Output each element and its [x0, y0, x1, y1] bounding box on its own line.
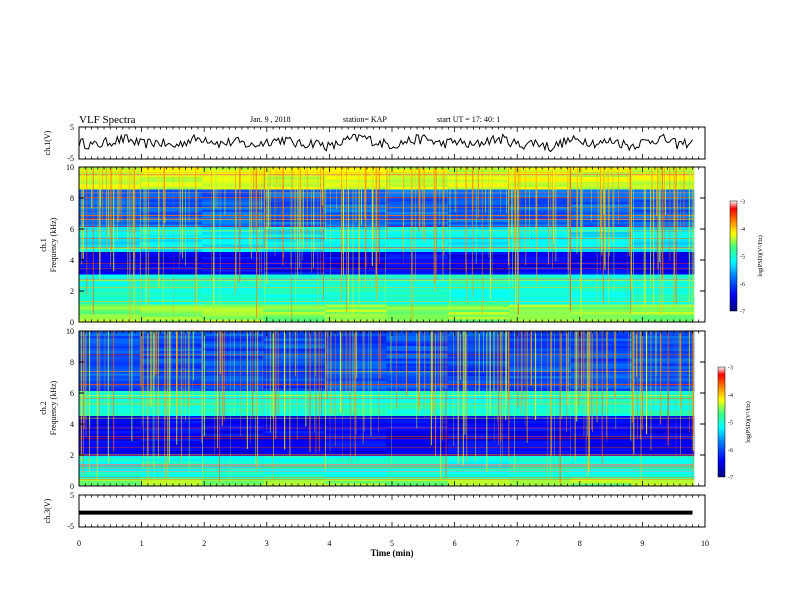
ch3-waveform-ylabel: ch.3(V) [43, 498, 52, 523]
colorbar-tick-label: -5 [728, 421, 733, 427]
freq-tick-label: 2 [70, 287, 74, 296]
ch3-waveform-panel: 5 -5 ch.3(V) [43, 491, 706, 531]
time-tick-label: 7 [515, 539, 519, 548]
time-axis: 0 1 2 3 4 5 6 7 8 9 10 [77, 127, 709, 548]
freq-tick-label: 8 [70, 194, 74, 203]
time-tick-label: 3 [265, 539, 269, 548]
freq-tick-label: 8 [70, 358, 74, 367]
ch1-ytick-top: 5 [70, 123, 74, 132]
ch3-ytick-bottom: -5 [67, 522, 74, 531]
time-tick-label: 4 [327, 539, 331, 548]
ch1-colorbar [729, 200, 738, 312]
header-start-time: start UT = 17: 40: 1 [437, 115, 500, 124]
colorbar-tick-label: -6 [728, 448, 733, 454]
freq-tick-label: 4 [70, 256, 74, 265]
ch1-waveform-panel: 5 -5 ch.1(V) [43, 123, 706, 163]
freq-tick-label: 4 [70, 420, 74, 429]
freq-tick-label: 0 [70, 318, 74, 327]
time-tick-label: 2 [202, 539, 206, 548]
colorbar-tick-label: -6 [740, 282, 745, 288]
ch3-ytick-top: 5 [70, 491, 74, 500]
time-tick-label: 0 [77, 539, 81, 548]
header-station: station= KAP [343, 115, 387, 124]
time-tick-label: 5 [390, 539, 394, 548]
freq-tick-label: 10 [66, 327, 74, 336]
ch1-spectrogram-ylabel: Frequency (kHz) [49, 217, 58, 272]
colorbar-tick-label: -5 [740, 255, 745, 261]
freq-tick-label: 6 [70, 389, 74, 398]
ch2-colorbar [717, 366, 726, 478]
colorbar-tick-label: -7 [740, 310, 745, 316]
ch1-spectrogram-ylabel-channel: ch.1 [39, 238, 48, 252]
ch2-spectrogram-ylabel: Frequency (kHz) [49, 380, 58, 435]
time-tick-label: 6 [453, 539, 457, 548]
ch2-spectrogram-ylabel-channel: ch.2 [39, 401, 48, 415]
colorbar-tick-label: -3 [740, 200, 745, 206]
header-date: Jan. 9 , 2018 [250, 115, 291, 124]
freq-tick-label: 2 [70, 451, 74, 460]
time-axis-label: Time (min) [370, 548, 413, 558]
ch2-spectrogram-image [79, 331, 695, 487]
ch1-waveform-ylabel: ch.1(V) [43, 130, 52, 155]
time-tick-label: 9 [640, 539, 644, 548]
time-tick-label: 8 [578, 539, 582, 548]
ch2-colorbar-label: log(PSD)(V²/Hz) [745, 401, 752, 442]
colorbar-tick-label: -4 [728, 393, 733, 399]
time-tick-label: 1 [140, 539, 144, 548]
colorbar-tick-label: -7 [728, 476, 733, 482]
ch1-ytick-bottom: -5 [67, 154, 74, 163]
ch1-colorbar-label: log(PSD)(V²/Hz) [757, 235, 764, 276]
ch1-spectrogram-image [79, 167, 695, 323]
freq-tick-label: 10 [66, 163, 74, 172]
colorbar-tick-label: -4 [740, 227, 745, 233]
freq-tick-label: 0 [70, 482, 74, 491]
freq-tick-label: 6 [70, 225, 74, 234]
figure-title: VLF Spectra [79, 114, 136, 126]
time-tick-label: 10 [701, 539, 709, 548]
ch1-waveform-line [78, 133, 693, 153]
colorbar-tick-label: -3 [728, 366, 733, 372]
